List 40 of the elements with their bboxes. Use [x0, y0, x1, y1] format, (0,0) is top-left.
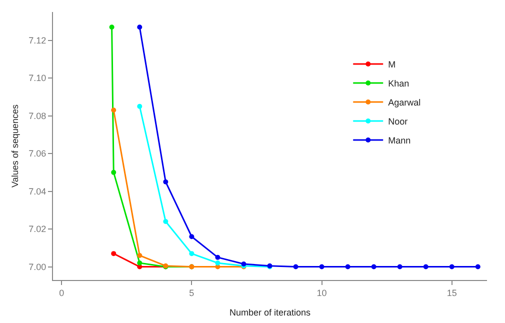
x-tick-label: 10: [316, 288, 327, 298]
legend-label: Agarwal: [388, 98, 421, 108]
point: [423, 264, 428, 270]
y-tick-label: 7.00: [28, 262, 46, 272]
point: [137, 252, 142, 258]
point: [111, 251, 116, 256]
y-tick-label: 7.10: [28, 73, 46, 84]
point: [189, 234, 194, 240]
point: [189, 251, 194, 256]
y-axis-title: Values of sequences: [10, 104, 20, 188]
y-tick-label: 7.06: [28, 148, 46, 159]
legend-label: Mann: [388, 136, 411, 146]
y-tick-label: 7.12: [28, 35, 46, 46]
point: [137, 24, 142, 30]
point: [111, 108, 116, 113]
legend-label: M: [388, 60, 396, 70]
point: [319, 264, 324, 270]
legend-label: Noor: [388, 116, 408, 127]
point: [163, 218, 168, 224]
x-tick-label: 15: [446, 288, 457, 298]
point: [371, 264, 376, 270]
point: [137, 104, 142, 109]
point: [345, 264, 350, 270]
point: [215, 254, 220, 260]
point: [111, 170, 116, 175]
point: [449, 264, 454, 270]
point: [163, 179, 168, 184]
x-tick-label: 5: [189, 288, 194, 298]
point: [293, 264, 298, 270]
point: [397, 264, 402, 270]
point: [215, 260, 220, 266]
y-tick-label: 7.08: [28, 110, 46, 121]
point: [137, 260, 142, 266]
legend-label: Khan: [388, 78, 410, 89]
x-tick-label: 0: [59, 288, 64, 298]
point: [475, 264, 480, 270]
x-axis-title: Number of iterations: [229, 308, 312, 318]
y-tick-label: 7.02: [28, 224, 46, 234]
point: [109, 24, 114, 30]
y-tick-label: 7.04: [28, 186, 46, 196]
